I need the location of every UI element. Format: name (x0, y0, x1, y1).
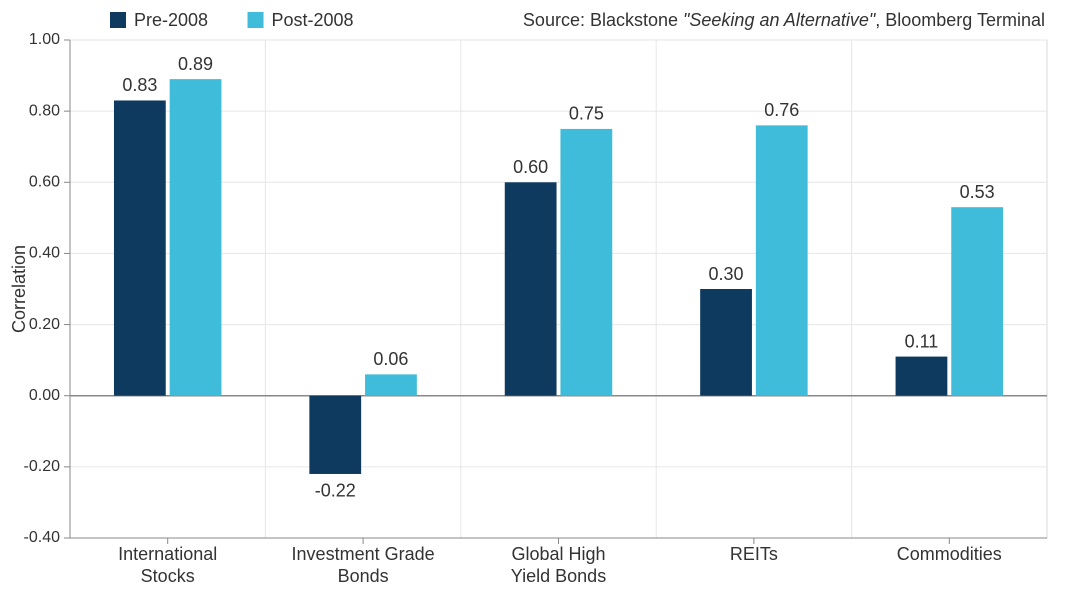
bar-value-label: 0.06 (373, 349, 408, 369)
category-label: International (118, 544, 217, 564)
category-label: Bonds (338, 566, 389, 586)
category-label: Yield Bonds (511, 566, 606, 586)
bar-value-label: 0.76 (764, 100, 799, 120)
bar-value-label: 0.11 (905, 331, 939, 351)
bar-value-label: 0.60 (513, 157, 548, 177)
y-tick-label: 0.60 (29, 174, 60, 191)
category-label: Global High (511, 544, 605, 564)
y-tick-label: 0.80 (29, 102, 60, 119)
bar-value-label: 0.83 (122, 75, 157, 95)
bar (560, 129, 612, 396)
bar (170, 79, 222, 396)
bar (896, 357, 948, 396)
bar (951, 207, 1003, 396)
y-tick-label: 0.40 (29, 245, 60, 262)
y-tick-label: -0.40 (24, 529, 61, 546)
correlation-chart: -0.40 -0.20 0.00 0.20 0.40 0.60 0.80 1.00 Correl… (0, 0, 1067, 608)
bar (309, 396, 361, 474)
bar-value-label: 0.53 (960, 182, 995, 202)
y-tick-label: -0.20 (24, 458, 61, 475)
bar-value-label: 0.75 (569, 104, 604, 124)
bar (365, 374, 417, 395)
category-label: Stocks (141, 566, 195, 586)
y-tick-label: 0.00 (29, 387, 60, 404)
category-label: REITs (730, 544, 778, 564)
legend-label: Pre-2008 (134, 10, 208, 30)
category-label: Investment Grade (292, 544, 435, 564)
y-tick-label: 1.00 (29, 31, 60, 48)
bar-value-label: 0.30 (709, 264, 744, 284)
bar-value-label: -0.22 (315, 481, 356, 501)
legend-swatch (110, 12, 126, 28)
bar-value-label: 0.89 (178, 54, 213, 74)
legend-swatch (248, 12, 264, 28)
bar (505, 182, 557, 395)
y-axis-title: Correlation (9, 245, 29, 333)
source-text: Source: Blackstone "Seeking an Alternati… (523, 10, 1045, 30)
bar (700, 289, 752, 396)
category-label: Commodities (897, 544, 1002, 564)
bar (756, 125, 808, 395)
y-tick-label: 0.20 (29, 316, 60, 333)
bar (114, 100, 166, 395)
legend-label: Post-2008 (272, 10, 354, 30)
